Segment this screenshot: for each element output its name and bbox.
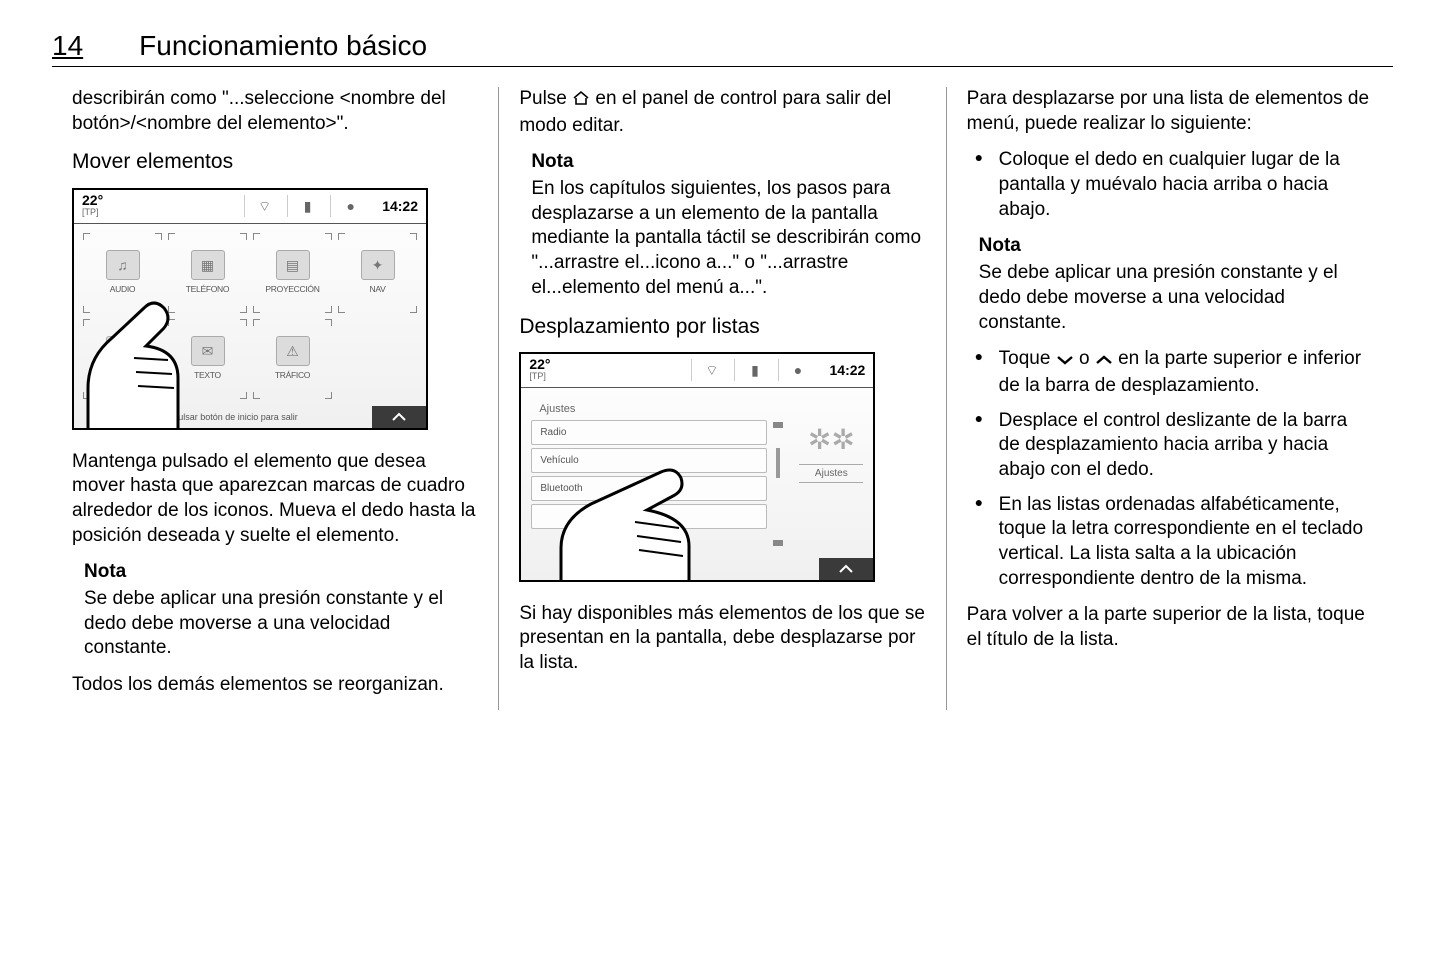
app-empty bbox=[339, 320, 416, 398]
note-block: Nota Se debe aplicar una presión constan… bbox=[967, 234, 1373, 335]
battery-icon: ▮ bbox=[734, 359, 774, 381]
content-columns: describirán como "...seleccione <nombre … bbox=[52, 87, 1393, 710]
bullet-list: Coloque el dedo en cualquier lugar de la… bbox=[967, 148, 1373, 222]
battery-icon: ▮ bbox=[287, 195, 327, 217]
paragraph: Todos los demás elementos se reorganizan… bbox=[72, 673, 478, 698]
column-3: Para desplazarse por una lista de elemen… bbox=[946, 87, 1393, 710]
note-title: Nota bbox=[979, 234, 1373, 259]
traffic-icon: ⚠ bbox=[276, 336, 310, 366]
record-icon: ● bbox=[778, 359, 818, 381]
clock: 14:22 bbox=[830, 361, 866, 379]
chevron-up-icon bbox=[1095, 349, 1113, 374]
figure-scroll-list: 22° [TP] ⌔ ▮ ● 14:22 Ajustes Radio bbox=[519, 352, 875, 582]
app-telefono: ▦ TELÉFONO bbox=[169, 234, 246, 312]
chevron-up-icon bbox=[819, 558, 873, 580]
app-proyeccion: ▤ PROYECCIÓN bbox=[254, 234, 331, 312]
note-block: Nota Se debe aplicar una presión constan… bbox=[72, 560, 478, 661]
list-item: Bluetooth bbox=[531, 476, 767, 501]
paragraph: Para desplazarse por una lista de elemen… bbox=[967, 87, 1373, 136]
temp-readout: 22° [TP] bbox=[529, 357, 550, 383]
list-item bbox=[531, 504, 767, 529]
chapter-title: Funcionamiento básico bbox=[139, 30, 427, 62]
paragraph: Pulse en el panel de control para salir … bbox=[519, 87, 925, 138]
figure-body: ♫ AUDIO ▦ TELÉFONO ▤ PROYECCIÓN bbox=[74, 224, 426, 428]
paragraph: Si hay disponibles más elementos de los … bbox=[519, 602, 925, 676]
app-nav: ✦ NAV bbox=[339, 234, 416, 312]
figure-move-elements: 22° [TP] ⌔ ▮ ● 14:22 ♫ bbox=[72, 188, 428, 430]
subheading-desplazamiento: Desplazamiento por listas bbox=[519, 313, 925, 340]
list-item: En las listas ordenadas alfabéticamente,… bbox=[967, 493, 1373, 592]
signal-icon: ⌔ bbox=[691, 359, 731, 381]
subheading-mover: Mover elementos bbox=[72, 148, 478, 175]
list-item: Vehículo bbox=[531, 448, 767, 473]
right-panel: ✲✲ Ajustes bbox=[799, 420, 863, 483]
list-item: Toque o en la parte superior e inferior … bbox=[967, 347, 1373, 398]
app-trafico: ⚠ TRÁFICO bbox=[254, 320, 331, 398]
settings-list: Ajustes Radio Vehículo Bluetooth bbox=[531, 398, 767, 532]
gear-icon: ✲ bbox=[106, 336, 140, 366]
figure-caption: Pulsar botón de inicio para salir bbox=[74, 412, 396, 424]
status-icons: ⌔ ▮ ● bbox=[691, 359, 817, 381]
page-header: 14 Funcionamiento básico bbox=[52, 30, 1393, 67]
note-body: En los capítulos siguientes, los pasos p… bbox=[531, 177, 925, 300]
note-body: Se debe aplicar una presión constante y … bbox=[84, 587, 478, 661]
music-icon: ♫ bbox=[106, 250, 140, 280]
temp-readout: 22° [TP] bbox=[82, 193, 103, 219]
signal-icon: ⌔ bbox=[244, 195, 284, 217]
note-block: Nota En los capítulos siguientes, los pa… bbox=[519, 150, 925, 300]
column-1: describirán como "...seleccione <nombre … bbox=[52, 87, 498, 710]
right-label: Ajustes bbox=[799, 464, 863, 483]
list-item: Desplace el control deslizante de la bar… bbox=[967, 409, 1373, 483]
gears-icon: ✲✲ bbox=[809, 420, 853, 460]
column-2: Pulse en el panel de control para salir … bbox=[498, 87, 945, 710]
home-icon bbox=[572, 89, 590, 114]
bullet-list: Toque o en la parte superior e inferior … bbox=[967, 347, 1373, 591]
page-number: 14 bbox=[52, 30, 83, 62]
chevron-down-icon bbox=[1056, 349, 1074, 374]
paragraph: describirán como "...seleccione <nombre … bbox=[72, 87, 478, 136]
app-grid: ♫ AUDIO ▦ TELÉFONO ▤ PROYECCIÓN bbox=[84, 234, 416, 398]
note-title: Nota bbox=[531, 150, 925, 175]
projection-icon: ▤ bbox=[276, 250, 310, 280]
status-icons: ⌔ ▮ ● bbox=[244, 195, 370, 217]
clock: 14:22 bbox=[382, 197, 418, 215]
note-title: Nota bbox=[84, 560, 478, 585]
figure-body: Ajustes Radio Vehículo Bluetooth ✲✲ Ajus… bbox=[521, 388, 873, 580]
message-icon: ✉ bbox=[191, 336, 225, 366]
figure-topbar: 22° [TP] ⌔ ▮ ● 14:22 bbox=[74, 190, 426, 224]
app-audio: ♫ AUDIO bbox=[84, 234, 161, 312]
list-title: Ajustes bbox=[531, 398, 767, 420]
phone-icon: ▦ bbox=[191, 250, 225, 280]
app-texto: ✉ TEXTO bbox=[169, 320, 246, 398]
note-body: Se debe aplicar una presión constante y … bbox=[979, 261, 1373, 335]
manual-page: 14 Funcionamiento básico describirán com… bbox=[0, 0, 1445, 966]
figure-topbar: 22° [TP] ⌔ ▮ ● 14:22 bbox=[521, 354, 873, 388]
scrollbar bbox=[773, 422, 783, 546]
paragraph: Para volver a la parte superior de la li… bbox=[967, 603, 1373, 652]
compass-icon: ✦ bbox=[361, 250, 395, 280]
chevron-up-icon bbox=[372, 406, 426, 428]
record-icon: ● bbox=[330, 195, 370, 217]
app-ajustes: ✲ AJUS bbox=[84, 320, 161, 398]
list-item: Coloque el dedo en cualquier lugar de la… bbox=[967, 148, 1373, 222]
paragraph: Mantenga pulsado el elemento que desea m… bbox=[72, 450, 478, 549]
list-item: Radio bbox=[531, 420, 767, 445]
